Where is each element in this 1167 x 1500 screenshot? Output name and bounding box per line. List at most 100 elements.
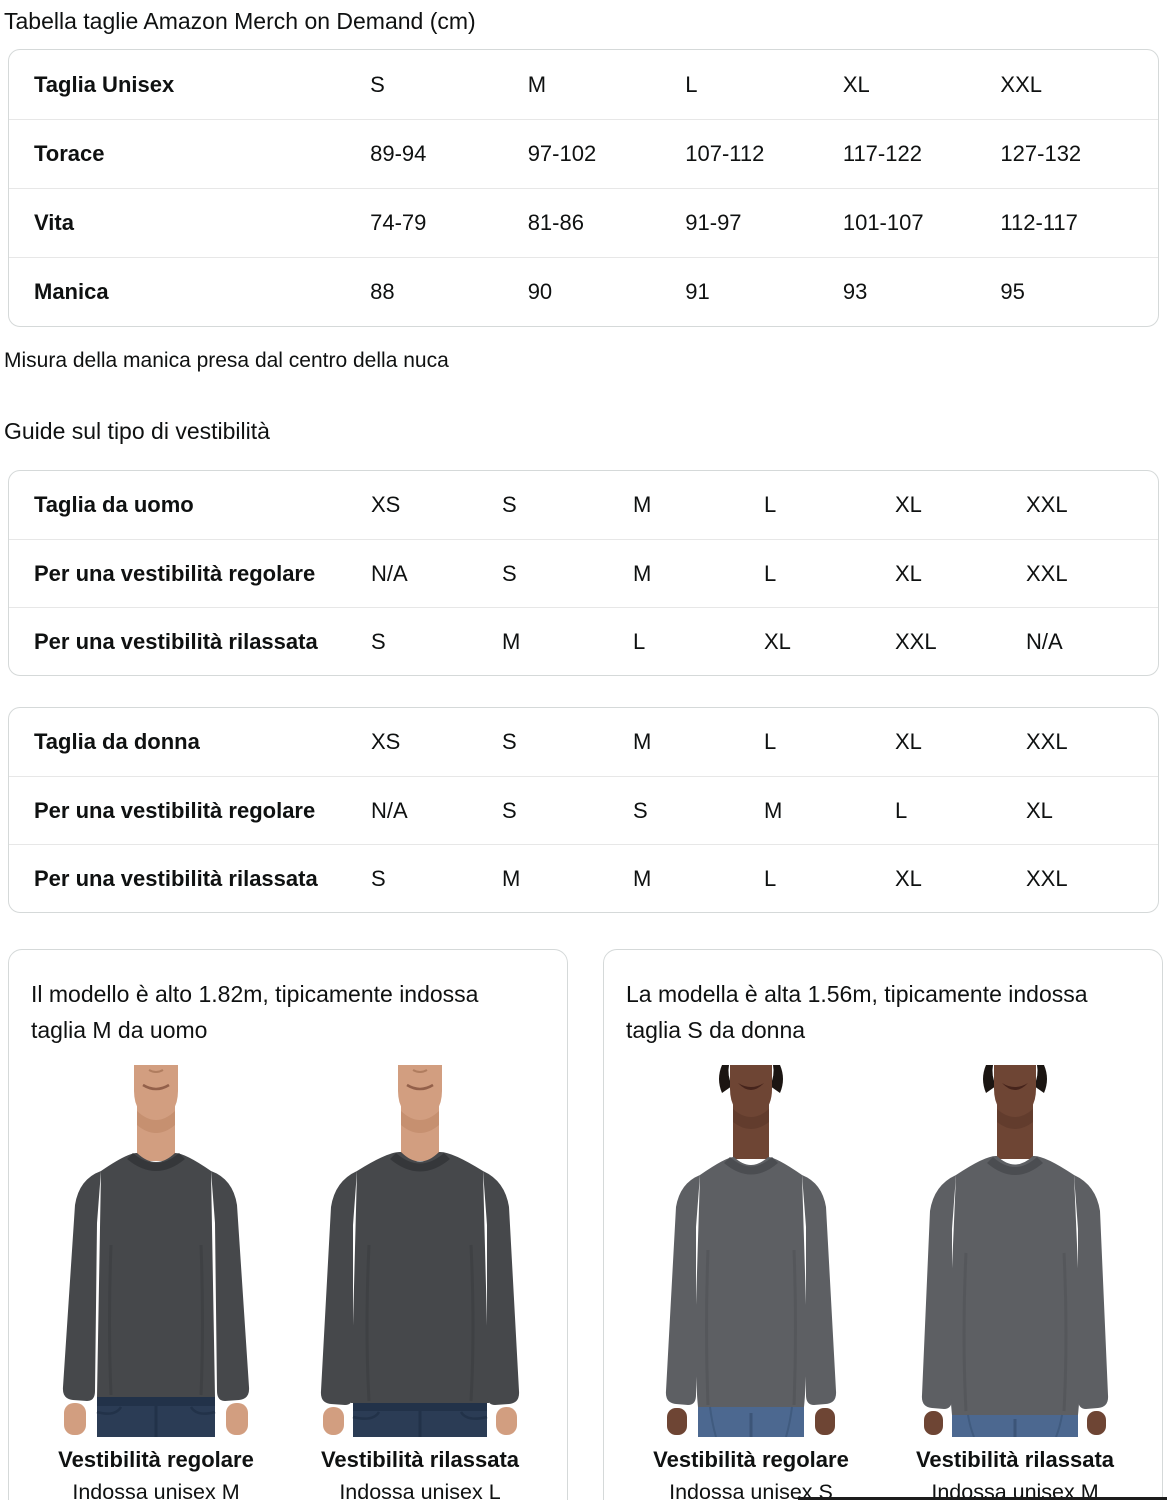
cell-value: M [633, 865, 652, 891]
cell-value: XL [764, 628, 791, 654]
model-figure: Vestibilità regolare Indossa unisex S [626, 1065, 876, 1500]
fit-caption: Vestibilità regolare [58, 1447, 254, 1472]
header-size-m: M [527, 71, 547, 97]
man-relaxed-fit-photo [295, 1065, 545, 1437]
header-size-m: M [633, 492, 652, 517]
cell-value: XL [895, 560, 922, 586]
table-header-row: Taglia da donna XS S M L XL XXL [9, 708, 1158, 776]
cell-value: S [502, 797, 517, 823]
cell-value: M [633, 560, 652, 586]
woman-relaxed-fit-photo [890, 1065, 1140, 1437]
fit-caption: Vestibilità regolare [653, 1447, 849, 1472]
cell-value: L [764, 560, 777, 586]
cell-value: L [764, 865, 777, 891]
header-size-xxl: XXL [1000, 71, 1043, 97]
fit-caption: Vestibilità rilassata [320, 1447, 520, 1472]
cell-value: 117-122 [842, 141, 922, 166]
cell-value: XXL [1026, 865, 1068, 891]
female-model-card: La modella è alta 1.56m, tipicamente ind… [603, 949, 1163, 1500]
unisex-size-table: Taglia Unisex S M L XL XXL Torace 89-94 … [8, 49, 1159, 327]
cell-value: N/A [1026, 628, 1063, 654]
cell-value: M [502, 865, 521, 891]
cell-value: S [371, 628, 386, 654]
row-label: Torace [34, 141, 105, 166]
man-regular-fit-photo [31, 1065, 281, 1437]
woman-regular-fit-photo [626, 1065, 876, 1437]
female-model-heading: La modella è alta 1.56m, tipicamente ind… [626, 981, 1088, 1043]
cell-value: L [895, 797, 908, 823]
cell-value: XXL [1026, 560, 1068, 586]
male-model-heading: Il modello è alto 1.82m, tipicamente ind… [31, 981, 479, 1043]
header-size-l: L [685, 71, 698, 97]
cell-value: N/A [371, 797, 408, 823]
header-label: Taglia da donna [34, 729, 200, 754]
cell-value: S [371, 865, 386, 891]
table-header-row: Taglia Unisex S M L XL XXL [9, 50, 1158, 119]
table-row-relaxed-fit: Per una vestibilità rilassata S M L XL X… [9, 607, 1158, 675]
header-size-m: M [633, 729, 652, 754]
table-row-chest: Torace 89-94 97-102 107-112 117-122 127-… [9, 119, 1158, 188]
header-size-xxl: XXL [1026, 492, 1068, 517]
header-size-s: S [370, 71, 385, 97]
cell-value: XL [895, 865, 922, 891]
cell-value: M [502, 628, 521, 654]
cell-value: L [633, 628, 646, 654]
men-fit-table: Taglia da uomo XS S M L XL XXL Per una v… [8, 470, 1159, 676]
cell-value: 127-132 [1000, 141, 1082, 166]
cell-value: 97-102 [527, 141, 597, 166]
header-size-xl: XL [895, 729, 922, 754]
header-label: Taglia Unisex [34, 71, 175, 97]
header-label: Taglia da uomo [34, 492, 194, 517]
header-size-xs: XS [371, 729, 401, 754]
table-row-waist: Vita 74-79 81-86 91-97 101-107 112-117 [9, 188, 1158, 257]
table-header-row: Taglia da uomo XS S M L XL XXL [9, 471, 1158, 539]
header-size-l: L [764, 729, 777, 754]
male-model-card: Il modello è alto 1.82m, tipicamente ind… [8, 949, 568, 1500]
female-figures: Vestibilità regolare Indossa unisex S [626, 1065, 1140, 1500]
cell-value: 112-117 [1000, 210, 1078, 235]
row-label: Vita [34, 210, 74, 235]
cell-value: 93 [842, 279, 868, 304]
offscreen-content-edge [798, 1497, 1167, 1500]
size-caption: Indossa unisex M [72, 1480, 240, 1500]
cell-value: 90 [527, 279, 553, 304]
header-size-s: S [502, 729, 517, 754]
cell-value: 91-97 [685, 210, 742, 235]
model-figure: Vestibilità regolare Indossa unisex M [31, 1065, 281, 1500]
fit-caption: Vestibilità rilassata [915, 1447, 1115, 1472]
size-caption: Indossa unisex L [339, 1480, 501, 1500]
table-row-sleeve: Manica 88 90 91 93 95 [9, 257, 1158, 326]
male-figures: Vestibilità regolare Indossa unisex M [31, 1065, 545, 1500]
header-size-xl: XL [842, 71, 870, 97]
model-cards: Il modello è alto 1.82m, tipicamente ind… [8, 949, 1163, 1500]
cell-value: S [502, 560, 517, 586]
sleeve-measure-note: Misura della manica presa dal centro del… [4, 349, 449, 372]
cell-value: 81-86 [527, 210, 584, 235]
header-size-xl: XL [895, 492, 922, 517]
cell-value: 107-112 [685, 141, 765, 166]
cell-value: 89-94 [370, 141, 427, 166]
fit-guide-heading: Guide sul tipo di vestibilità [4, 418, 270, 444]
model-figure: Vestibilità rilassata Indossa unisex L [295, 1065, 545, 1500]
table-row-regular-fit: Per una vestibilità regolare N/A S M L X… [9, 539, 1158, 607]
row-label: Manica [34, 279, 109, 304]
cell-value: XL [1026, 797, 1053, 823]
model-figure: Vestibilità rilassata Indossa unisex M [890, 1065, 1140, 1500]
table-row-regular-fit: Per una vestibilità regolare N/A S S M L… [9, 776, 1158, 844]
cell-value: 74-79 [370, 210, 427, 235]
header-size-xxl: XXL [1026, 729, 1068, 754]
cell-value: N/A [371, 560, 408, 586]
cell-value: 88 [370, 279, 395, 304]
cell-value: 95 [1000, 279, 1025, 304]
page-title: Tabella taglie Amazon Merch on Demand (c… [4, 8, 476, 34]
cell-value: 101-107 [842, 210, 924, 235]
table-row-relaxed-fit: Per una vestibilità rilassata S M M L XL… [9, 844, 1158, 912]
size-caption: Indossa unisex S [669, 1480, 833, 1500]
cell-value: S [633, 797, 648, 823]
cell-value: XXL [895, 628, 937, 654]
row-label: Per una vestibilità regolare [34, 797, 316, 823]
women-fit-table: Taglia da donna XS S M L XL XXL Per una … [8, 707, 1159, 913]
header-size-l: L [764, 492, 777, 517]
row-label: Per una vestibilità regolare [34, 560, 316, 586]
